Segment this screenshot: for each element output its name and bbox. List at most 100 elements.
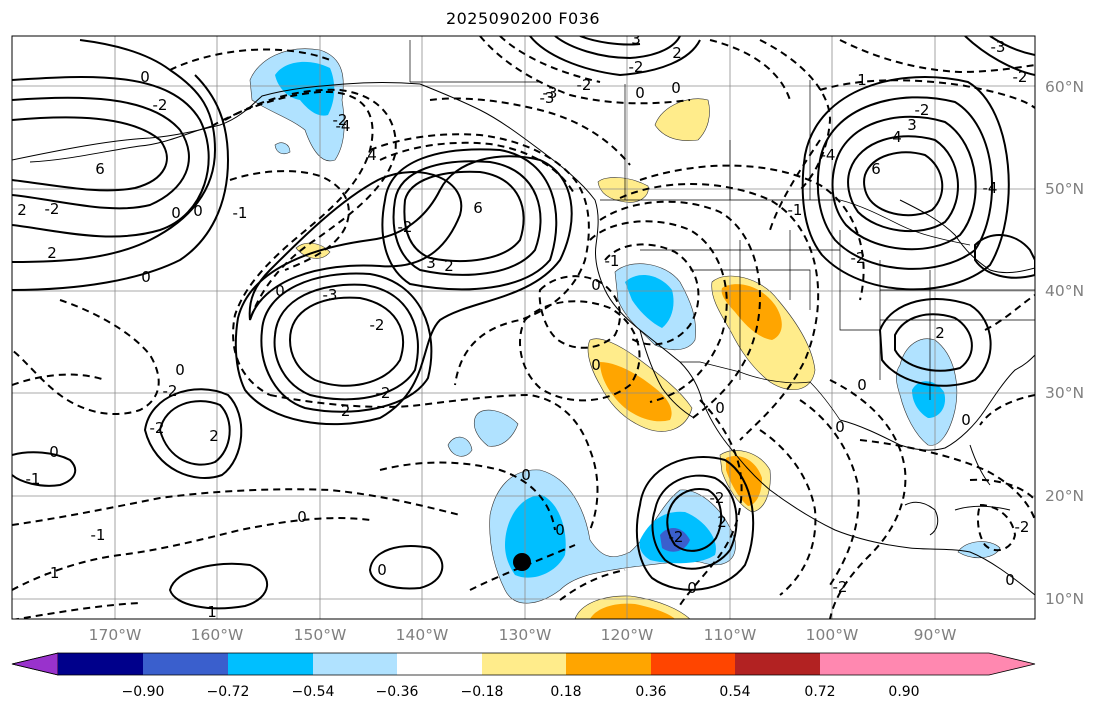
contour-label: 6	[871, 160, 881, 178]
contour-label: -1	[45, 564, 60, 582]
contour-label: 0	[49, 443, 59, 461]
lon-label: 120°W	[600, 626, 654, 644]
contour-label: 0	[591, 356, 601, 374]
coast-hudson	[899, 199, 1035, 274]
contour-neg-23	[829, 379, 907, 619]
contour-neg-24	[859, 439, 1035, 521]
colorbar-tick-label: 0.36	[635, 684, 667, 700]
contour-high-1	[403, 170, 525, 262]
contour-label: -3	[540, 89, 555, 107]
contour-label: 0	[275, 282, 285, 300]
shade-gulf-mid	[912, 381, 946, 418]
contour-label: 0	[635, 84, 645, 102]
contour-neg-26	[976, 503, 1017, 552]
contour-label: -1	[233, 204, 248, 222]
contour-small-high-4	[168, 562, 269, 610]
contour-east-2	[878, 298, 992, 387]
shade-california-mid	[625, 275, 674, 328]
contour-ak-3	[12, 76, 210, 238]
contour-label: 0	[857, 376, 867, 394]
contour-label: 0	[175, 361, 185, 379]
contour-neg-32	[479, 36, 691, 105]
contour-label: -3	[543, 84, 558, 102]
contour-neg-33	[499, 36, 601, 83]
colorbar-tick-label: 0.90	[888, 684, 920, 700]
coast-alaska	[12, 82, 421, 161]
colorbar-bin	[143, 653, 228, 675]
shade-bottom-orange	[590, 603, 675, 619]
contour-label: 2	[717, 513, 727, 531]
contour-label: 0	[193, 202, 203, 220]
lon-label: 110°W	[703, 626, 757, 644]
map-frame	[11, 35, 1036, 620]
contour-neg-19	[639, 164, 865, 301]
colorbar-bin	[397, 653, 482, 675]
contour-label: 0	[141, 268, 151, 286]
contour-neg-35	[379, 461, 556, 531]
contour-ak-2	[12, 116, 168, 192]
contour-neg-9	[12, 373, 106, 386]
contour-neg-28	[759, 39, 832, 191]
lon-label: 160°W	[190, 626, 244, 644]
contour-label: -2	[1013, 68, 1028, 86]
contour-label: -4	[983, 179, 998, 197]
contour-label: 0	[591, 276, 601, 294]
contour-label: -2	[45, 200, 60, 218]
contour-neg-17	[599, 200, 761, 421]
colorbar-bin	[482, 653, 566, 675]
contour-label: -2	[150, 419, 165, 437]
lat-label: 60°N	[1045, 78, 1085, 96]
map-title: 2025090200 F036	[445, 9, 601, 28]
colorbar-bin	[735, 653, 820, 675]
contour-label: -2	[669, 528, 684, 546]
contour-high-5	[273, 283, 419, 401]
colorbar-tick-label: 0.18	[550, 684, 582, 700]
contour-neg-38	[984, 294, 1035, 331]
shade-bc-yellow	[597, 177, 649, 203]
border-us-mexico	[680, 361, 841, 421]
contour-east-3	[974, 233, 1035, 279]
colorbar-bin	[820, 653, 904, 675]
border-state-2	[690, 269, 811, 310]
contour-label: 1	[207, 603, 217, 621]
lon-label: 150°W	[293, 626, 347, 644]
contours-positive	[12, 36, 1035, 610]
contour-label: 0	[835, 418, 845, 436]
contour-label: -1	[605, 252, 620, 270]
contour-neg-39	[769, 139, 821, 231]
lon-label: 100°W	[805, 626, 859, 644]
contour-ak-1	[12, 96, 190, 210]
contour-neg-12	[269, 393, 599, 531]
contour-label: 0	[961, 411, 971, 429]
contour-label: 0	[671, 79, 681, 97]
contour-neg-10	[12, 488, 461, 526]
colorbar-bin	[228, 653, 313, 675]
contour-ak-5	[12, 74, 230, 291]
contour-neg-15	[604, 243, 700, 346]
contour-label: -2	[163, 382, 178, 400]
contour-neg-4	[379, 141, 576, 196]
colorbar-bin	[58, 653, 143, 675]
contour-neg-5	[429, 97, 631, 166]
contour-label: 4	[892, 128, 902, 146]
political-borders	[409, 40, 1035, 421]
contour-small-high-2	[143, 388, 243, 479]
contour-label: 2	[444, 257, 454, 275]
contour-neg-27	[979, 394, 1035, 426]
contour-neg-14	[519, 300, 641, 402]
contour-label: 3	[907, 116, 917, 134]
contour-label: -1	[26, 470, 41, 488]
contour-east-1	[894, 313, 973, 372]
contour-neg-25	[969, 478, 1035, 501]
border-state-5	[839, 230, 880, 331]
contour-label: 0	[377, 561, 387, 579]
contour-label: 2	[672, 44, 682, 62]
contour-top-3	[579, 36, 641, 46]
colorbar-tick-label: −0.18	[460, 684, 504, 700]
contour-label: 2	[209, 427, 219, 445]
shade-alaska-small	[274, 142, 291, 155]
lat-label: 20°N	[1045, 487, 1085, 505]
shade-pac-small-2	[447, 436, 473, 457]
contour-label: 3	[426, 254, 436, 272]
contour-neg-13	[538, 275, 621, 349]
